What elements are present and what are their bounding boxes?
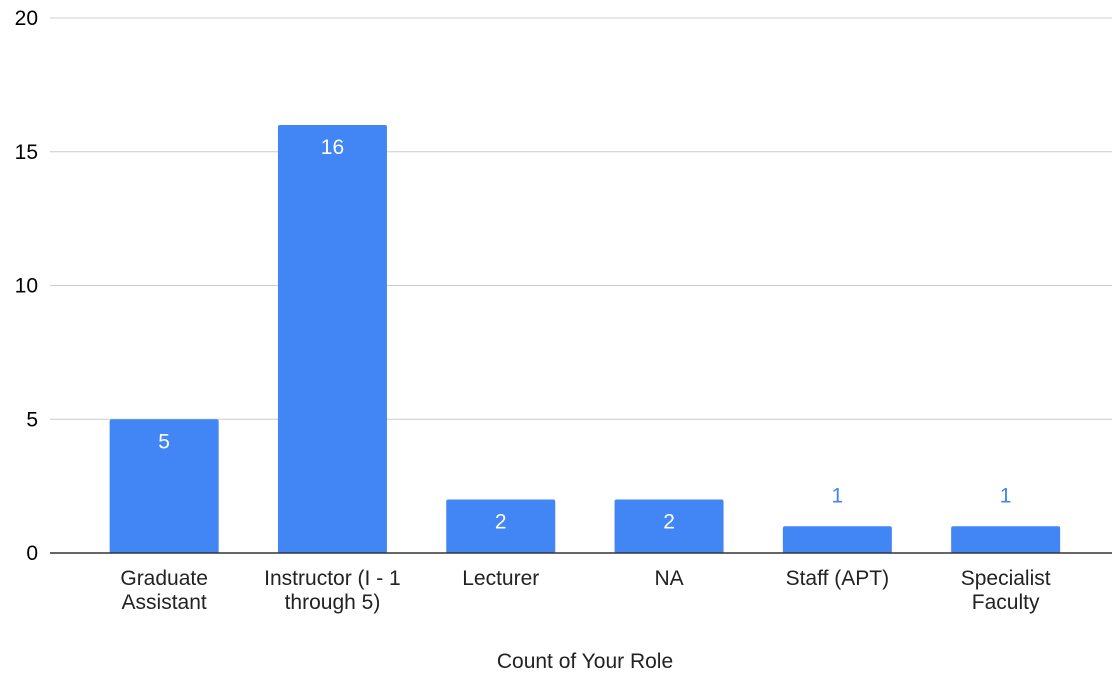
y-tick-label: 10: [15, 275, 38, 298]
data-label: 5: [158, 430, 170, 453]
y-tick-label: 20: [15, 7, 38, 30]
data-labels: 5 16 2 2 1 1: [158, 136, 1011, 534]
x-category-label: Faculty: [972, 591, 1040, 614]
data-label: 2: [663, 511, 675, 534]
x-category-label: Lecturer: [462, 567, 539, 590]
x-axis-title: Count of Your Role: [497, 650, 673, 673]
x-category-label: NA: [654, 567, 683, 590]
data-label: 1: [832, 484, 844, 507]
data-label: 1: [1000, 484, 1012, 507]
gridlines: [50, 17, 1112, 420]
y-tick-label: 0: [26, 542, 38, 565]
bar: [446, 499, 556, 553]
bar: [109, 419, 219, 553]
bar: [951, 526, 1061, 553]
data-label: 16: [321, 136, 344, 159]
x-category-label: Instructor (I - 1: [264, 567, 401, 590]
data-label: 2: [495, 511, 507, 534]
bars: [109, 125, 1061, 553]
bar: [277, 125, 387, 553]
bar: [614, 499, 724, 553]
y-tick-label: 5: [26, 408, 38, 431]
y-tick-label: 15: [15, 141, 38, 164]
x-category-label: Staff (APT): [786, 567, 889, 590]
x-category-label: Graduate: [120, 567, 208, 590]
x-category-label: Specialist: [961, 567, 1051, 590]
x-category-label: through 5): [285, 591, 381, 614]
bar: [782, 526, 892, 553]
x-category-label: Assistant: [122, 591, 207, 614]
y-axis-ticks: 0 5 10 15 20: [15, 7, 38, 565]
